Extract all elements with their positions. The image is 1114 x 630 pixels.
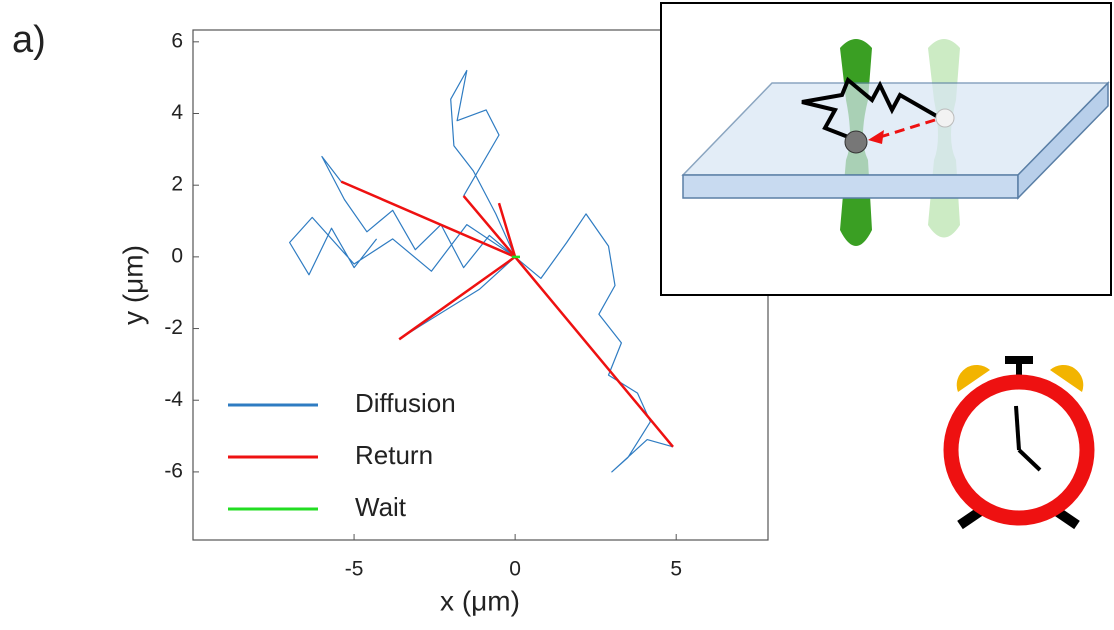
x-tick-label: 0 bbox=[509, 558, 521, 581]
y-tick-label: 0 bbox=[171, 244, 183, 267]
y-tick-label: -6 bbox=[164, 459, 183, 482]
y-tick-label: -4 bbox=[164, 388, 183, 411]
panel-label: a) bbox=[12, 19, 46, 61]
inset-diagram bbox=[660, 2, 1112, 296]
series-line bbox=[340, 180, 674, 448]
y-tick-label: 6 bbox=[171, 29, 183, 52]
series-line bbox=[289, 69, 674, 473]
y-tick-label: 4 bbox=[171, 101, 183, 124]
legend-label: Diffusion bbox=[355, 388, 456, 418]
y-tick-label: -2 bbox=[164, 316, 183, 339]
clock-icon bbox=[943, 356, 1095, 530]
x-tick-label: -5 bbox=[345, 558, 364, 581]
y-axis-label: y (μm) bbox=[117, 245, 148, 325]
x-tick-label: 5 bbox=[670, 558, 682, 581]
legend-label: Wait bbox=[355, 492, 407, 522]
legend-label: Return bbox=[355, 440, 433, 470]
y-tick-label: 2 bbox=[171, 173, 183, 196]
x-axis-label: x (μm) bbox=[440, 585, 520, 616]
